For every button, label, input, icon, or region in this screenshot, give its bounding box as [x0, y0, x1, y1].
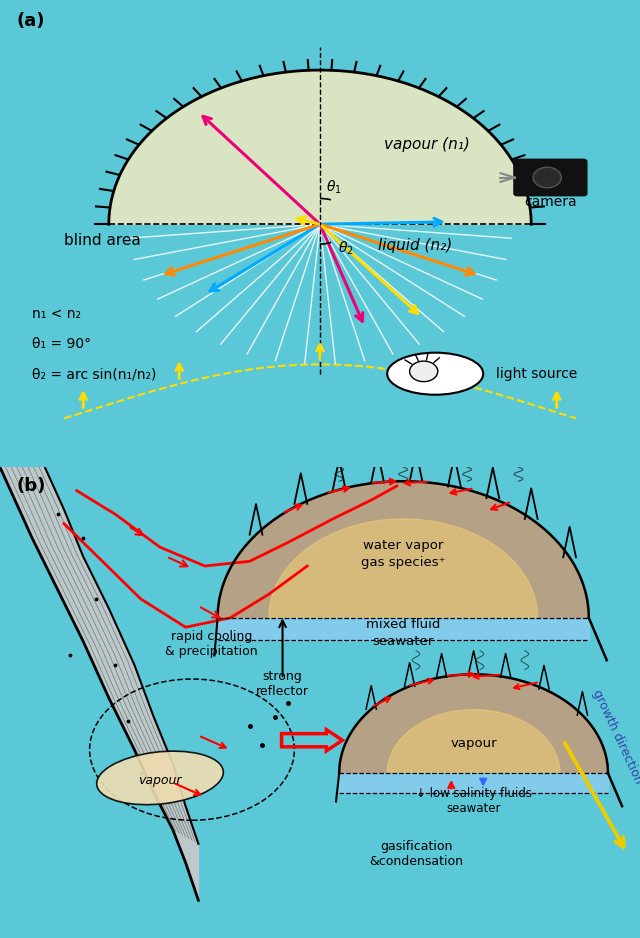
Circle shape: [533, 167, 561, 188]
Polygon shape: [339, 674, 608, 773]
Polygon shape: [109, 70, 531, 224]
Text: (b): (b): [16, 477, 45, 495]
FancyBboxPatch shape: [514, 159, 587, 196]
Text: blind area: blind area: [64, 234, 141, 249]
Text: rapid cooling
& precipitation: rapid cooling & precipitation: [165, 630, 257, 658]
Text: vapour: vapour: [451, 737, 497, 750]
Text: seawater: seawater: [446, 802, 501, 815]
Text: gasification
&condensation: gasification &condensation: [369, 840, 463, 868]
Polygon shape: [218, 481, 589, 618]
Text: θ₂ = arc sin(n₁/n₂): θ₂ = arc sin(n₁/n₂): [32, 368, 156, 382]
Text: seawater: seawater: [372, 635, 434, 648]
Text: mixed fluid: mixed fluid: [366, 618, 440, 631]
Text: liquid (n₂): liquid (n₂): [378, 238, 452, 253]
Text: water vapor
gas species⁺: water vapor gas species⁺: [361, 539, 445, 569]
Polygon shape: [387, 710, 560, 773]
Polygon shape: [339, 773, 608, 793]
Text: ↓ low salinity fluids: ↓ low salinity fluids: [415, 787, 532, 800]
Text: camera: camera: [524, 195, 577, 209]
Polygon shape: [218, 618, 589, 641]
Text: light source: light source: [496, 367, 577, 381]
Text: θ₁ = 90°: θ₁ = 90°: [32, 337, 91, 351]
Circle shape: [410, 361, 438, 382]
Text: growth direction: growth direction: [590, 688, 640, 786]
Text: n₁ < n₂: n₁ < n₂: [32, 307, 81, 321]
Text: vapour (n₁): vapour (n₁): [384, 138, 470, 153]
Ellipse shape: [387, 353, 483, 395]
Text: $\theta_1$: $\theta_1$: [326, 178, 342, 196]
Polygon shape: [0, 467, 198, 900]
FancyBboxPatch shape: [557, 159, 577, 169]
Polygon shape: [269, 519, 538, 618]
Ellipse shape: [97, 751, 223, 805]
Text: $\theta_2$: $\theta_2$: [338, 239, 354, 257]
Text: strong
reflector: strong reflector: [256, 671, 309, 699]
Text: vapour: vapour: [138, 774, 182, 787]
Text: (a): (a): [16, 11, 45, 30]
